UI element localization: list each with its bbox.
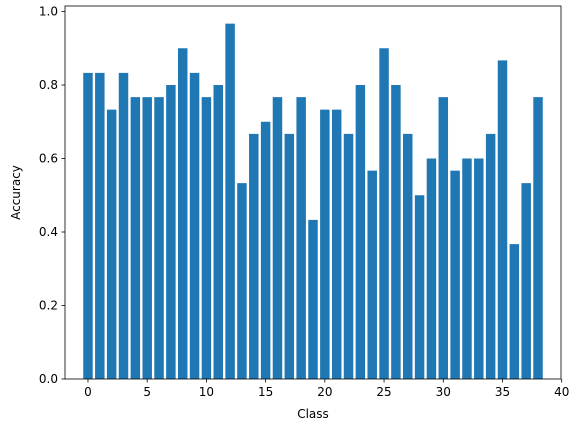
y-tick-label: 0.4 [39,225,58,239]
x-tick-label: 10 [199,385,214,399]
y-axis-label: Accuracy [9,165,23,220]
bars-group [83,23,543,380]
bar-class-36 [509,244,520,379]
bar-class-32 [462,158,472,379]
bar-class-27 [403,133,413,379]
bar-class-9 [189,72,200,380]
bar-class-31 [450,170,460,379]
bar-class-17 [284,133,295,379]
bar-class-19 [308,219,318,379]
bar-class-22 [343,133,354,379]
y-tick-label: 0.0 [39,372,58,386]
bar-class-20 [320,109,330,379]
bar-class-30 [438,97,449,379]
bar-class-23 [355,85,366,379]
bar-class-21 [331,109,342,379]
bar-class-33 [474,158,484,379]
x-tick-label: 5 [143,385,151,399]
y-axis: 0.0 0.2 0.4 0.6 0.8 1.0 [39,5,65,386]
bar-class-6 [154,97,164,379]
bar-class-37 [521,183,531,379]
plot-frame [64,5,562,380]
bar-class-25 [379,48,389,380]
bar-class-34 [485,133,496,379]
bar-class-24 [367,170,377,379]
bar-class-2 [106,109,117,379]
bar-class-3 [118,72,129,380]
bar-class-0 [83,72,93,380]
y-tick-label: 0.2 [39,299,58,313]
bar-class-12 [225,23,235,380]
bar-class-4 [130,97,141,379]
bar-class-1 [95,72,105,380]
bar-class-16 [272,97,283,379]
bar-class-28 [414,195,425,379]
bar-class-35 [497,60,508,379]
x-tick-label: 20 [317,385,332,399]
x-axis-label: Class [297,407,329,421]
bar-class-10 [201,97,212,379]
y-tick-label: 0.6 [39,152,58,166]
x-tick-label: 25 [376,385,391,399]
bar-class-38 [533,97,543,379]
bar-class-29 [426,158,437,379]
bar-class-11 [213,85,223,379]
bar-class-13 [237,183,247,379]
x-tick-label: 35 [495,385,510,399]
bar-class-15 [260,121,271,380]
x-tick-label: 0 [84,385,92,399]
y-tick-label: 0.8 [39,78,58,92]
bar-class-5 [142,97,152,379]
bar-class-8 [177,48,188,380]
x-tick-label: 30 [436,385,451,399]
bar-class-7 [166,85,176,379]
x-tick-label: 40 [554,385,569,399]
bar-class-14 [249,133,259,379]
x-tick-label: 15 [258,385,273,399]
bar-class-18 [296,97,306,379]
x-axis: 0 5 10 15 20 25 30 35 40 [84,379,569,399]
bar-class-26 [391,85,401,379]
y-tick-label: 1.0 [39,5,58,19]
